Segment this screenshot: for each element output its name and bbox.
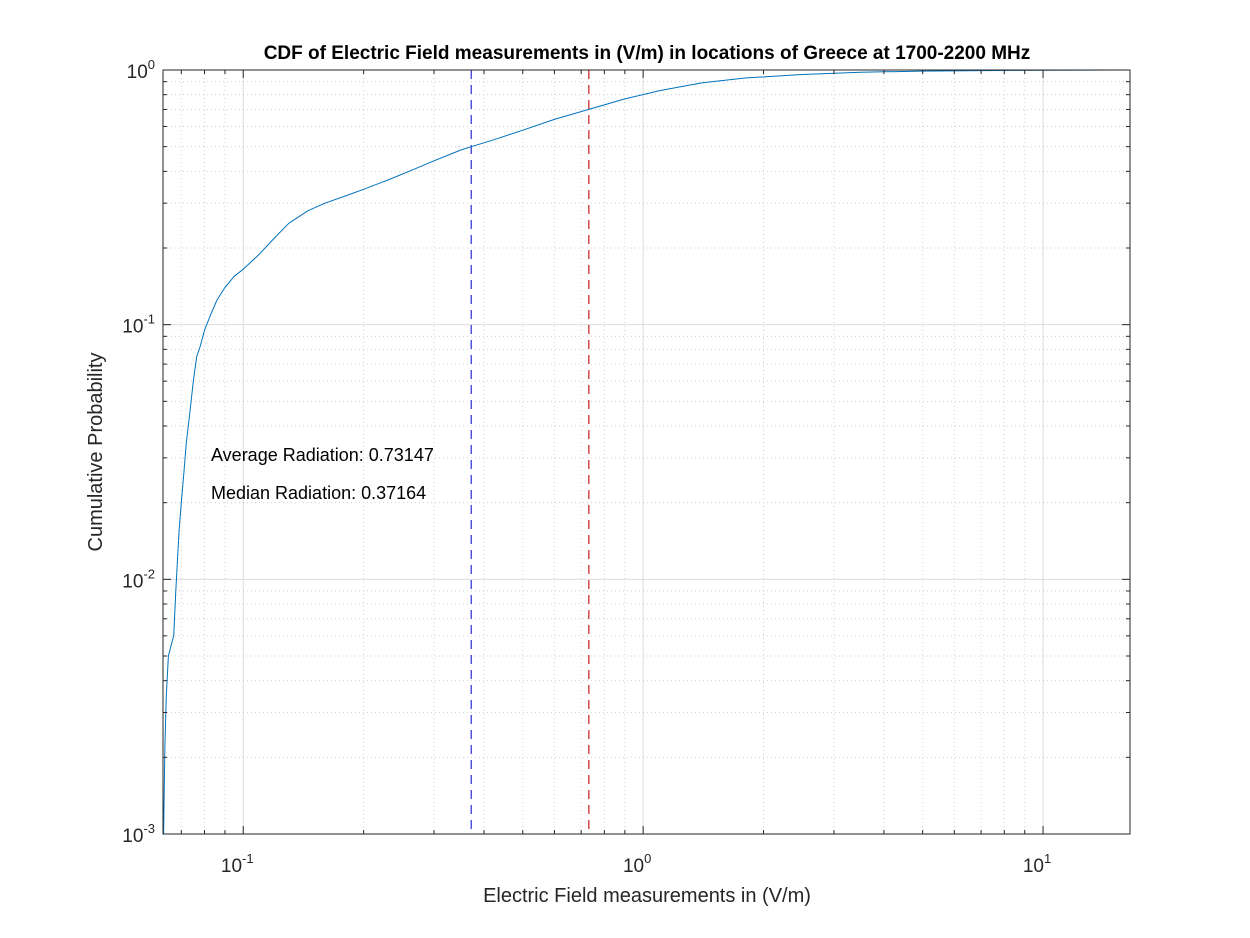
- y-axis-label: Cumulative Probability: [85, 353, 107, 552]
- annotation-median-radiation: Median Radiation: 0.37164: [211, 483, 426, 503]
- x-axis-label: Electric Field measurements in (V/m): [483, 885, 811, 907]
- data-series: [163, 69, 1131, 835]
- chart-title: CDF of Electric Field measurements in (V…: [264, 43, 1031, 64]
- axis-ticks: [163, 69, 1130, 835]
- reference-lines: [470, 70, 590, 834]
- plot-area-frame: [162, 69, 1131, 835]
- annotation-average-radiation: Average Radiation: 0.73147: [211, 445, 434, 465]
- cdf-series-line: [163, 69, 1131, 835]
